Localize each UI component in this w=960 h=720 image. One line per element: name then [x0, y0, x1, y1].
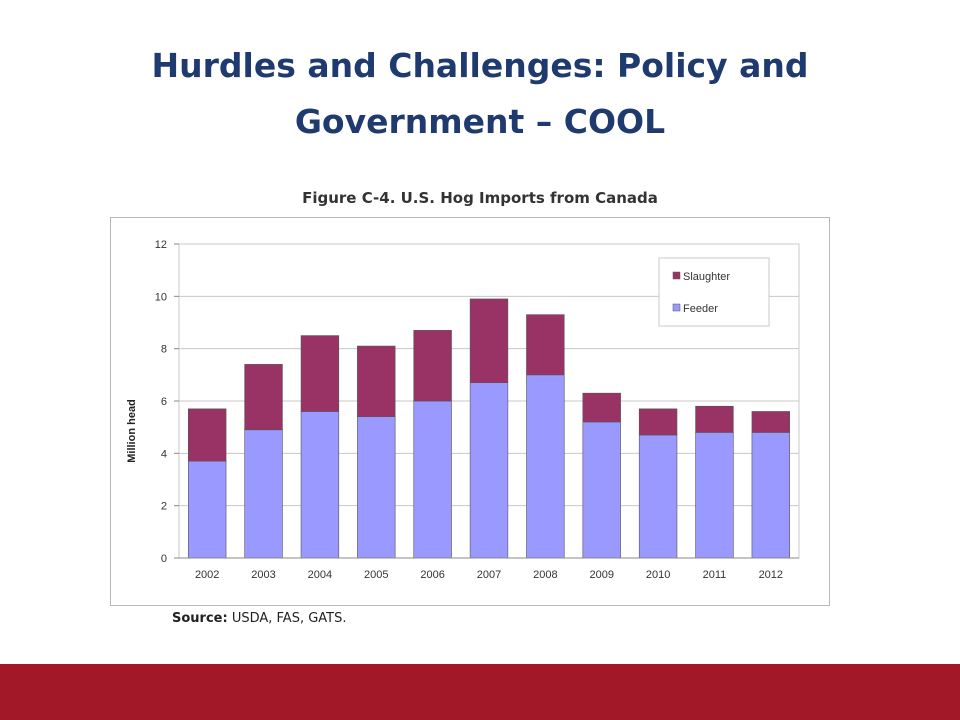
- legend-label-feeder: Feeder: [683, 303, 718, 315]
- y-tick-label: 6: [161, 396, 167, 408]
- x-tick-label: 2003: [251, 569, 275, 581]
- bar-feeder-2012: [751, 432, 790, 559]
- bar-feeder-2011: [695, 432, 734, 559]
- bar-slaughter-2002: [188, 408, 227, 462]
- x-tick-label: 2010: [646, 569, 670, 581]
- source-text: USDA, FAS, GATS.: [227, 611, 347, 626]
- bar-feeder-2002: [188, 460, 227, 559]
- source-note: Source: USDA, FAS, GATS.: [172, 611, 347, 626]
- bar-slaughter-2012: [751, 411, 790, 433]
- y-tick-label: 12: [155, 239, 167, 251]
- bar-slaughter-2006: [413, 330, 452, 402]
- legend-swatch-slaughter: [672, 271, 681, 280]
- bar-slaughter-2008: [526, 314, 565, 376]
- bar-feeder-2009: [582, 421, 621, 559]
- y-axis-label: Million head: [126, 399, 138, 463]
- legend-label-slaughter: Slaughter: [683, 271, 730, 283]
- y-tick-label: 2: [161, 501, 167, 513]
- bar-feeder-2004: [300, 411, 340, 559]
- x-tick-label: 2011: [703, 569, 727, 581]
- bar-feeder-2008: [526, 374, 565, 559]
- bar-slaughter-2007: [469, 298, 509, 383]
- bar-slaughter-2011: [695, 405, 734, 433]
- bar-slaughter-2010: [638, 408, 678, 436]
- x-tick-label: 2004: [308, 569, 332, 581]
- bar-feeder-2010: [638, 434, 678, 559]
- legend-box: [658, 257, 770, 327]
- bar-feeder-2005: [357, 416, 396, 559]
- x-tick-label: 2007: [477, 569, 501, 581]
- y-tick-label: 8: [161, 344, 167, 356]
- footer-bar: [0, 664, 960, 720]
- bar-slaughter-2003: [244, 364, 283, 431]
- slide-title: Hurdles and Challenges: Policy and Gover…: [80, 38, 880, 150]
- bar-slaughter-2004: [300, 335, 340, 412]
- y-tick-label: 10: [155, 291, 167, 303]
- x-tick-label: 2009: [589, 569, 613, 581]
- bar-slaughter-2009: [582, 392, 621, 423]
- bar-slaughter-2005: [357, 345, 396, 418]
- chart-title: Figure C-4. U.S. Hog Imports from Canada: [302, 189, 658, 207]
- bar-feeder-2007: [469, 382, 509, 559]
- x-tick-label: 2006: [420, 569, 444, 581]
- x-tick-label: 2008: [533, 569, 557, 581]
- source-label: Source:: [172, 611, 228, 626]
- bar-feeder-2003: [244, 429, 283, 559]
- x-tick-label: 2012: [759, 569, 783, 581]
- chart-frame: 0 2 4 6 8 10 12 Million head 2002 2003 2004 2005 200…: [110, 217, 830, 606]
- y-tick-label: 0: [161, 553, 167, 565]
- y-tick-label: 4: [161, 448, 167, 460]
- stacked-bar-chart: 0 2 4 6 8 10 12 Million head 2002 2003 2004 2005 200…: [126, 239, 800, 581]
- slide-title-line2: Government – COOL: [294, 102, 666, 141]
- slide-title-line1: Hurdles and Challenges: Policy and: [151, 46, 809, 85]
- x-tick-label: 2005: [364, 569, 388, 581]
- x-tick-label: 2002: [195, 569, 219, 581]
- legend-swatch-feeder: [672, 303, 681, 312]
- bar-feeder-2006: [413, 400, 452, 559]
